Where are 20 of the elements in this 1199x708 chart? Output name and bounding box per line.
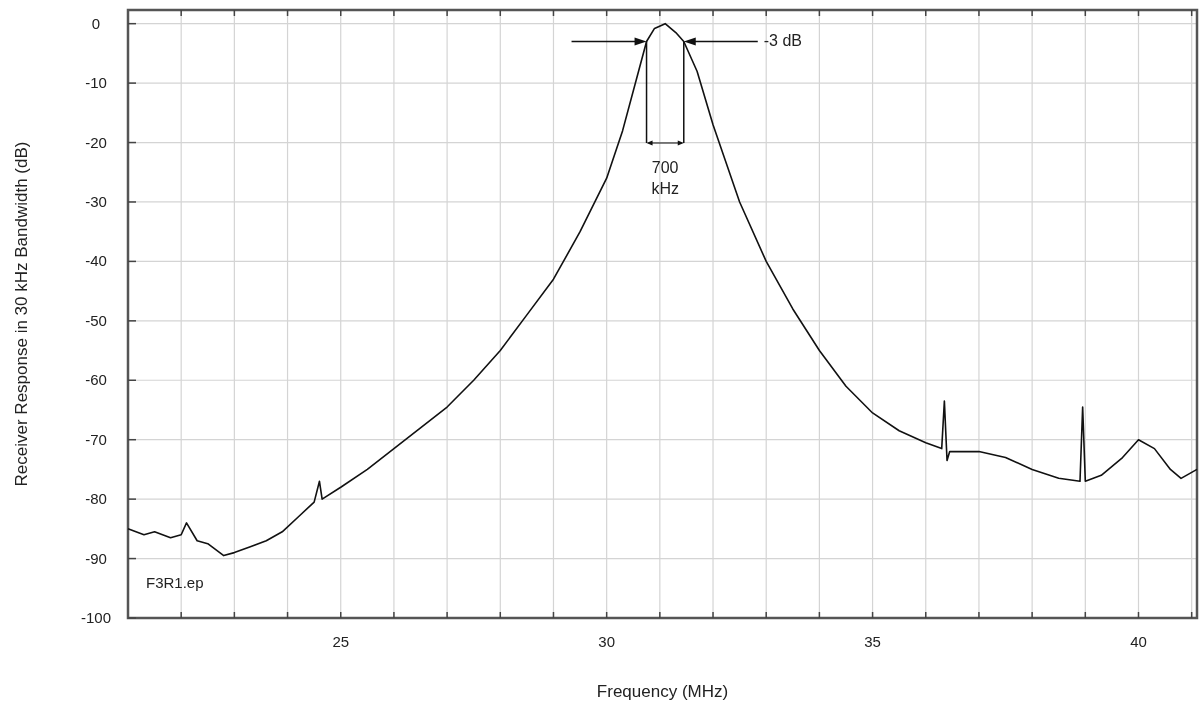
y-tick-label: -30 — [85, 192, 107, 210]
y-tick-label: -100 — [80, 609, 112, 626]
y-axis-title: Receiver Response in 30 kHz Bandwidth (dB) — [12, 141, 31, 487]
y-tick-label: -20 — [85, 133, 107, 151]
annotation: F3R1.ep — [146, 574, 204, 591]
annotation: -3 dB — [763, 32, 803, 50]
x-tick-label: 35 — [864, 633, 881, 650]
y-tick-label: -50 — [85, 311, 107, 329]
x-tick-label: 30 — [598, 633, 615, 650]
x-tick-label: 40 — [1130, 633, 1147, 650]
x-axis-title: Frequency (MHz) — [596, 682, 729, 701]
y-tick-label: -10 — [85, 74, 107, 92]
x-tick-label: 25 — [332, 633, 350, 650]
y-tick-label: -90 — [85, 549, 107, 567]
y-tick-label: -80 — [85, 490, 107, 508]
y-tick-label: 0 — [91, 14, 101, 32]
y-tick-label: -60 — [85, 371, 107, 389]
y-tick-label: -40 — [85, 252, 107, 270]
y-tick-label: -70 — [85, 430, 107, 448]
annotation: 700 kHz — [651, 159, 679, 197]
